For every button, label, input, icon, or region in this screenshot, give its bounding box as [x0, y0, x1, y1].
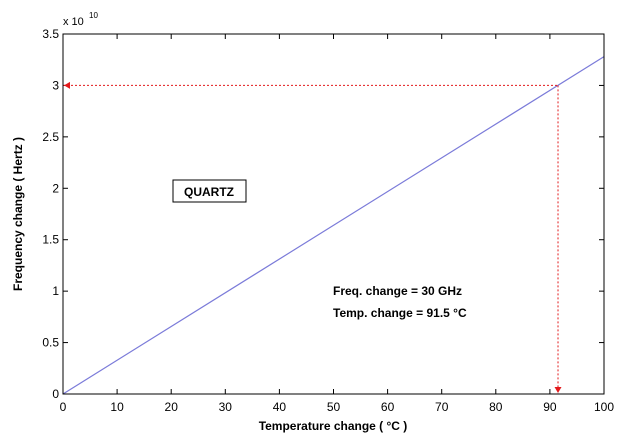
- x-tick-label: 10: [110, 400, 124, 414]
- x-tick-label: 80: [489, 400, 503, 414]
- temp-change-annotation: Temp. change = 91.5 °C: [333, 306, 467, 320]
- y-multiplier-exponent: 10: [89, 11, 98, 20]
- y-tick-label: 3.5: [42, 27, 59, 41]
- y-tick-label: 2.5: [42, 130, 59, 144]
- y-tick-label: 1.5: [42, 233, 59, 247]
- y-tick-label: 1: [52, 284, 59, 298]
- x-tick-label: 90: [543, 400, 557, 414]
- y-tick-label: 3: [52, 78, 59, 92]
- plot-area: [63, 34, 604, 394]
- x-arrowhead: [554, 387, 562, 393]
- x-tick-label: 60: [381, 400, 395, 414]
- material-label-box: QUARTZ: [172, 179, 247, 203]
- x-tick-label: 70: [435, 400, 449, 414]
- y-tick-label: 2: [52, 181, 59, 195]
- x-ticks: 0 10 20 30 40 50 60 70 80 90 100: [60, 34, 614, 414]
- freq-change-annotation: Freq. change = 30 GHz: [333, 284, 462, 298]
- y-tick-label: 0.5: [42, 336, 59, 350]
- y-multiplier-base: x 10: [63, 16, 84, 28]
- x-tick-label: 100: [594, 400, 614, 414]
- y-arrowhead: [64, 81, 70, 89]
- series-layer: [62, 56, 605, 395]
- series-line: [62, 56, 605, 395]
- x-axis-title: Temperature change ( °C ): [259, 419, 408, 433]
- reference-lines: [63, 81, 562, 394]
- x-tick-label: 0: [60, 400, 67, 414]
- y-tick-label: 0: [52, 387, 59, 401]
- plot-frame: [62, 33, 605, 395]
- material-label: QUARTZ: [184, 185, 234, 199]
- x-tick-label: 20: [165, 400, 179, 414]
- y-axis-title: Frequency change ( Hertz ): [11, 137, 25, 291]
- x-tick-label: 40: [273, 400, 287, 414]
- x-tick-label: 50: [327, 400, 341, 414]
- x-tick-label: 30: [219, 400, 233, 414]
